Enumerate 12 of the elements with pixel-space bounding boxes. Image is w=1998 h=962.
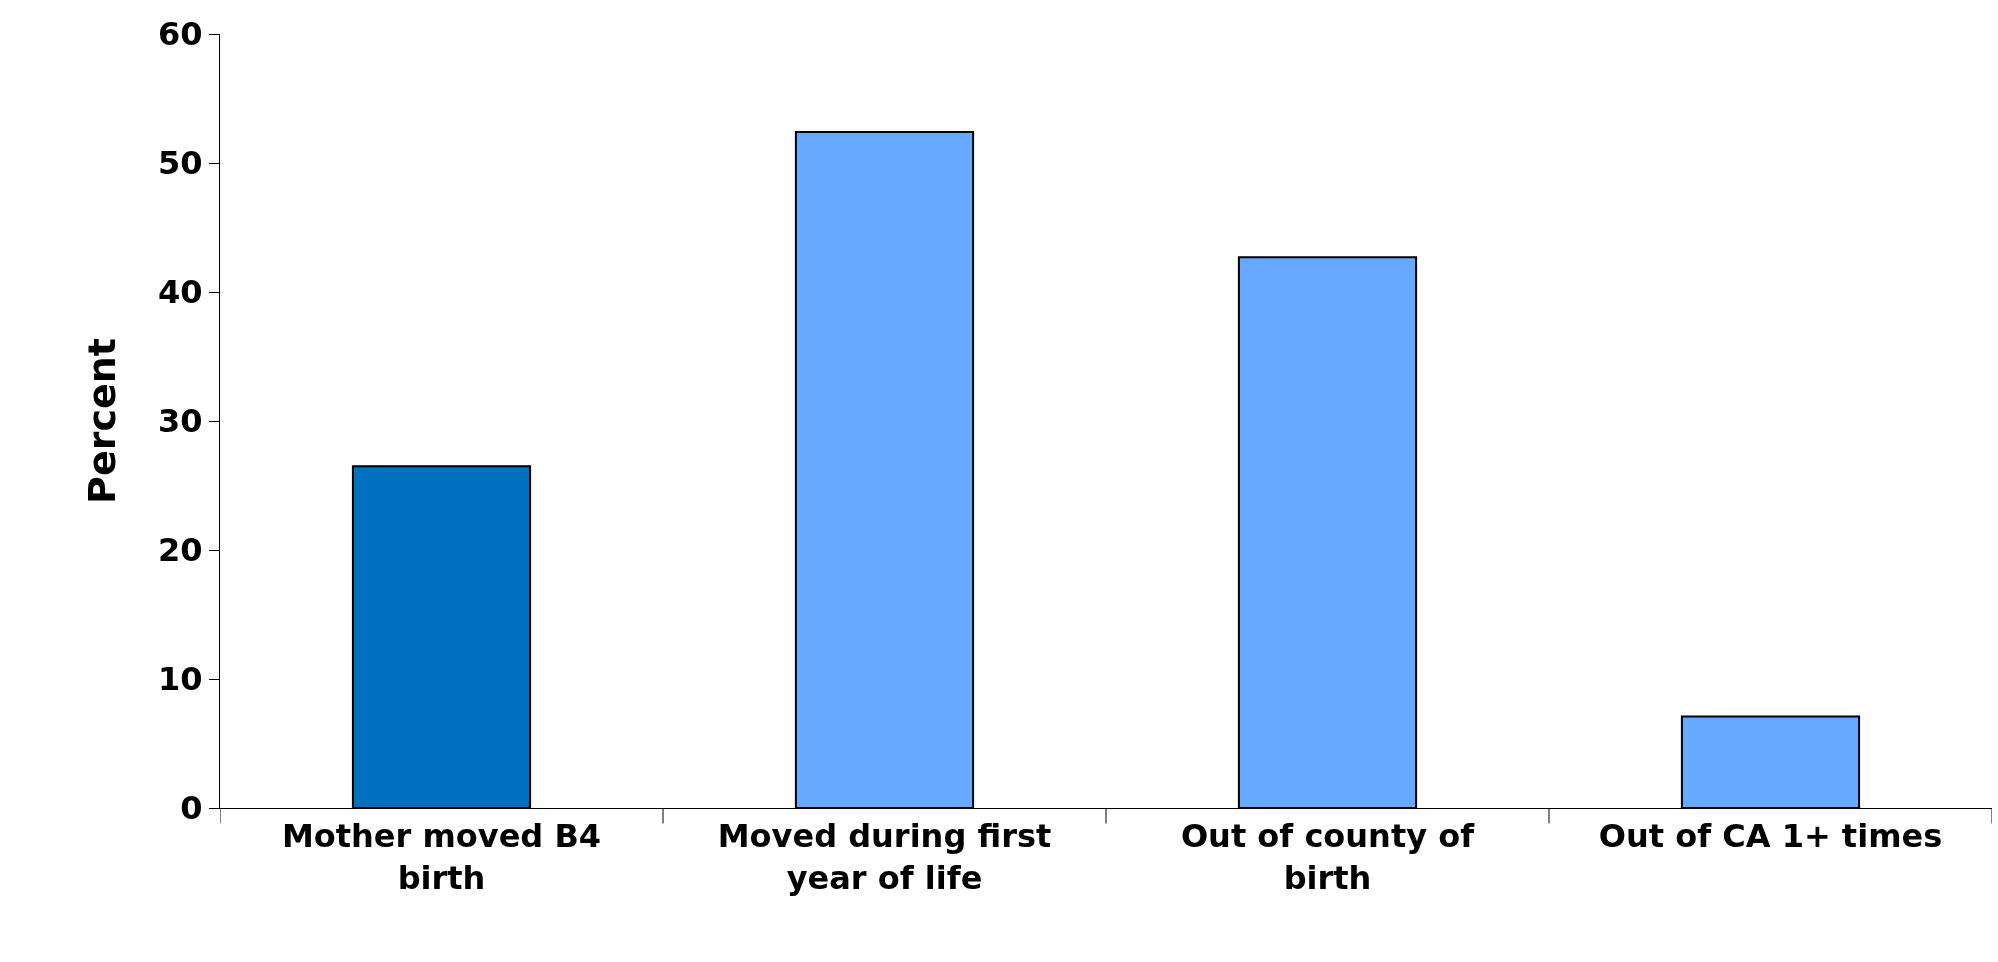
y-tick-label: 20	[158, 531, 203, 570]
y-tick-label: 30	[158, 402, 203, 441]
y-tick-label: 50	[158, 144, 203, 183]
y-tick-label: 60	[158, 15, 203, 54]
y-tick-label: 0	[180, 789, 203, 828]
x-tick-label: Moved during first year of life	[717, 817, 1052, 897]
y-tick-label: 40	[158, 273, 203, 312]
x-tick-label: Out of county of birth	[1180, 817, 1476, 897]
x-tick-label: Mother moved B4 birth	[281, 817, 602, 897]
y-axis-title: Percent	[80, 338, 125, 504]
x-tick-label: Out of CA 1+ times	[1598, 817, 1943, 856]
y-tick-label: 10	[158, 660, 203, 699]
